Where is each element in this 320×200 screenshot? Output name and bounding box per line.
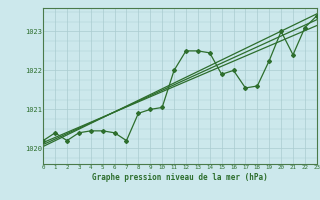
X-axis label: Graphe pression niveau de la mer (hPa): Graphe pression niveau de la mer (hPa)	[92, 173, 268, 182]
